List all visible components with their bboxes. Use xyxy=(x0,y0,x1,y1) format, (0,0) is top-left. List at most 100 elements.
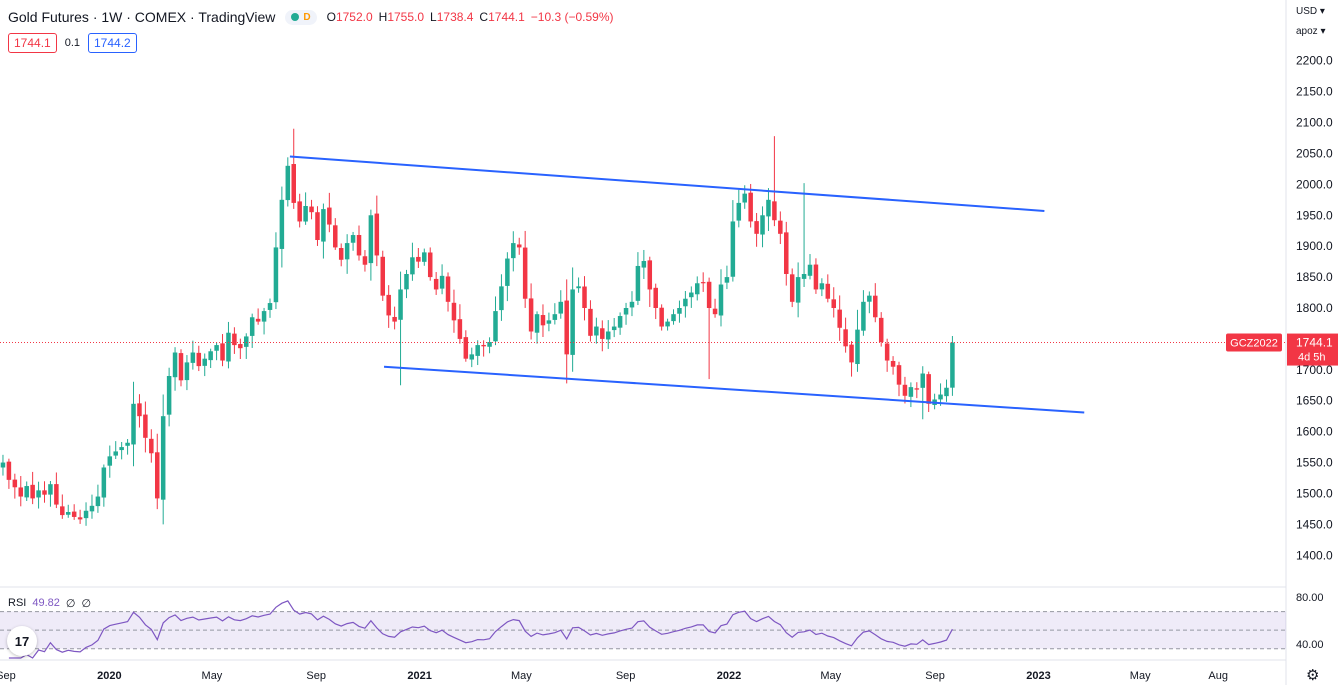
candle-body xyxy=(368,215,374,264)
candle-body xyxy=(552,314,558,320)
candle-body xyxy=(671,314,676,322)
ohlc-value: 1755.0 xyxy=(387,10,425,24)
candle-body xyxy=(457,319,463,339)
candle-body xyxy=(238,344,243,349)
candle-body xyxy=(594,326,599,336)
rsi-legend[interactable]: RSI 49.82 ∅ ∅ xyxy=(8,597,91,610)
price-tick-label: 1650.0 xyxy=(1296,394,1333,408)
candle-body xyxy=(285,165,291,201)
candle-body xyxy=(926,374,931,404)
candle-body xyxy=(291,164,296,203)
market-status-pill[interactable]: D xyxy=(285,9,317,25)
price-channel[interactable] xyxy=(289,155,1085,414)
candle-body xyxy=(119,447,124,451)
candle-body xyxy=(890,360,896,367)
candle-body xyxy=(279,199,285,249)
candle-body xyxy=(505,258,510,286)
candle-body xyxy=(748,192,753,222)
ohlc-key: H xyxy=(378,10,388,24)
unit-selector[interactable]: apoz ▾ xyxy=(1296,26,1326,37)
candle-body xyxy=(784,232,789,274)
gear-icon[interactable]: ⚙ xyxy=(1306,667,1320,684)
buy-price-button[interactable]: 1744.2 xyxy=(88,33,137,53)
price-tag-bg xyxy=(1287,333,1338,366)
price-axis[interactable]: 2200.0 2150.0 2100.0 2050.0 2000.0 1950.0 1900… xyxy=(1296,54,1333,563)
ohlc-item: O1752.0 xyxy=(327,10,373,24)
ohlc-readout: O1752.0 H1755.0 L1738.4 C1744.1 −10.3 (−0.59… xyxy=(327,10,614,24)
candles[interactable] xyxy=(0,128,955,526)
time-axis[interactable]: Sep 2020 May Sep 2021 May Sep 2022 May Sep 2023 May… xyxy=(0,670,1228,682)
rsi-flag-1: ∅ xyxy=(65,598,76,610)
candle-body xyxy=(71,511,77,517)
chevron-down-icon: ▾ xyxy=(1317,26,1326,37)
sell-price-button[interactable]: 1744.1 xyxy=(8,33,57,53)
candle-body xyxy=(160,416,166,500)
market-open-dot-icon xyxy=(291,13,300,21)
candle-body xyxy=(244,336,249,347)
candle-body xyxy=(582,286,587,308)
candle-body xyxy=(920,373,926,388)
ohlc-value: 1744.1 xyxy=(488,10,525,24)
candle-body xyxy=(18,487,24,497)
candle-body xyxy=(131,403,136,445)
candle-body xyxy=(338,248,344,260)
candle-body xyxy=(813,264,819,290)
delayed-data-badge: D xyxy=(303,11,311,23)
candle-body xyxy=(166,376,172,415)
candle-body xyxy=(623,308,629,315)
ohlc-item: −10.3 (−0.59%) xyxy=(531,10,614,24)
candle-body xyxy=(647,260,653,290)
channel-trendline xyxy=(289,155,1045,212)
candle-body xyxy=(392,316,397,322)
candle-body xyxy=(463,337,469,359)
time-tick-label: 2022 xyxy=(717,670,741,682)
candle-body xyxy=(374,213,380,256)
tradingview-logo-icon[interactable]: 17 xyxy=(7,626,37,656)
time-tick-label: 2023 xyxy=(1026,670,1050,682)
candle-body xyxy=(677,308,682,314)
candle-body xyxy=(178,353,184,381)
candle-body xyxy=(184,362,190,381)
candle-body xyxy=(659,307,664,327)
candle-body xyxy=(944,387,949,397)
candle-body xyxy=(469,354,475,360)
symbol-tag-bg xyxy=(1226,333,1282,352)
rsi-pane[interactable]: 80.00 40.00 xyxy=(0,592,1324,659)
candle-body xyxy=(404,274,409,290)
currency-label: USD xyxy=(1296,6,1318,17)
candle-body xyxy=(303,206,308,222)
candle-body xyxy=(149,438,154,454)
rsi-name: RSI xyxy=(8,597,27,609)
candle-body xyxy=(487,342,492,347)
candle-body xyxy=(902,384,908,396)
candle-body xyxy=(416,256,421,262)
countdown-text: 4d 5h xyxy=(1298,352,1326,364)
price-tick-label: 1900.0 xyxy=(1296,239,1333,253)
candle-body xyxy=(546,320,552,324)
candle-body xyxy=(778,220,783,234)
symbol-title[interactable]: Gold Futures · 1W · COMEX · TradingView xyxy=(8,9,276,25)
price-tick-label: 2000.0 xyxy=(1296,177,1333,191)
candle-body xyxy=(226,332,231,362)
candle-body xyxy=(884,343,890,361)
candle-body xyxy=(534,314,540,333)
candle-body xyxy=(914,388,920,390)
candle-body xyxy=(736,202,742,221)
candle-body xyxy=(267,303,273,310)
candle-body xyxy=(380,256,386,296)
currency-selector[interactable]: USD ▾ xyxy=(1296,6,1325,17)
time-tick-label: 2021 xyxy=(407,670,431,682)
time-tick-label: Sep xyxy=(925,670,945,682)
candle-body xyxy=(516,244,522,248)
candle-body xyxy=(873,295,878,318)
candle-body xyxy=(837,309,842,328)
candle-body xyxy=(950,342,955,388)
rsi-value: 49.82 xyxy=(32,597,60,609)
rsi-band xyxy=(0,611,1286,649)
time-tick-label: May xyxy=(202,670,223,682)
candle-body xyxy=(683,298,688,307)
candle-body xyxy=(315,212,320,240)
candle-body xyxy=(433,278,439,290)
time-tick-label: Sep xyxy=(0,670,16,682)
